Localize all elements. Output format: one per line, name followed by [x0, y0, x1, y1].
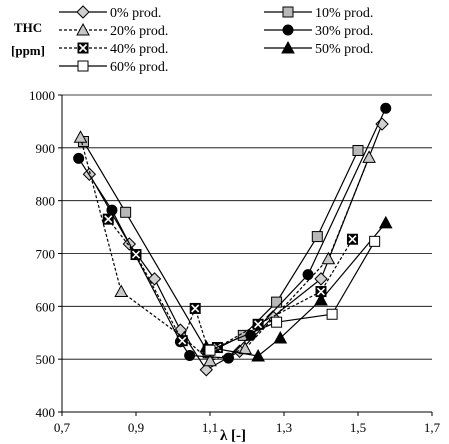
data-point: [147, 272, 162, 286]
x-tick-label: 1,3: [276, 420, 292, 435]
series-2: [73, 130, 376, 367]
data-point: [314, 272, 328, 286]
data-point: [120, 206, 132, 218]
data-point: [302, 269, 314, 281]
data-point: [130, 249, 142, 261]
legend-label: 40% prod.: [110, 42, 168, 57]
data-point: [380, 102, 392, 114]
data-point: [73, 130, 88, 143]
series-6: [204, 235, 381, 356]
legend-marker: [281, 40, 295, 54]
y-tick-label: 800: [36, 194, 56, 209]
data-point: [189, 302, 201, 314]
legend-item: 30% prod.: [264, 24, 373, 39]
data-point: [271, 316, 283, 328]
legend-marker: [76, 22, 90, 36]
series-line: [79, 137, 370, 362]
data-point: [199, 363, 214, 377]
data-point: [375, 117, 389, 131]
plot-series: [73, 102, 393, 377]
data-point: [204, 344, 216, 356]
data-point: [326, 308, 338, 320]
legend-label: 50% prod.: [315, 42, 373, 57]
data-point: [73, 152, 85, 164]
series-line: [209, 241, 376, 351]
data-point: [184, 349, 196, 361]
data-point: [311, 231, 323, 243]
x-axis-title: λ [-]: [220, 428, 246, 444]
legend-item: 0% prod.: [59, 5, 161, 21]
marker-cross: [191, 304, 200, 313]
data-point: [346, 233, 358, 245]
data-point: [314, 292, 328, 306]
legend-marker: [77, 42, 89, 54]
axes: 400 500 600 700 800 900 1000 0,7 0,9 1,1 1,3 1,5 1,7: [29, 88, 441, 435]
data-point: [378, 215, 393, 229]
series-line: [82, 141, 359, 354]
data-point: [271, 296, 283, 308]
x-tick-label: 1,5: [350, 420, 366, 435]
x-tick-label: 1,7: [424, 420, 441, 435]
y-axis-title-line1: THC: [14, 20, 42, 35]
legend-label: 0% prod.: [110, 6, 161, 21]
legend-item: 40% prod.: [59, 42, 168, 57]
data-point: [273, 330, 288, 344]
data-point: [362, 150, 376, 163]
series-3: [73, 102, 392, 364]
x-tick-label: 0,9: [128, 420, 144, 435]
marker-cross: [178, 336, 187, 345]
marker-cross: [348, 235, 357, 244]
data-point: [315, 286, 327, 298]
legend-marker: [282, 6, 294, 18]
data-point: [369, 235, 381, 247]
legend-label: 20% prod.: [110, 24, 168, 39]
legend-marker: [77, 60, 89, 72]
legend-item: 10% prod.: [264, 6, 373, 21]
data-point: [352, 144, 364, 156]
y-tick-label: 400: [36, 405, 56, 420]
series-line: [206, 222, 387, 357]
legend-item: 50% prod.: [264, 40, 373, 57]
data-point: [176, 335, 188, 347]
legend-label: 30% prod.: [315, 24, 373, 39]
data-point: [321, 251, 336, 265]
legend-label: 10% prod.: [315, 6, 373, 21]
x-tick-label: 0,7: [54, 420, 71, 435]
legend-marker: [76, 5, 90, 19]
legend-label: 60% prod.: [110, 60, 168, 75]
legend-item: 20% prod.: [59, 22, 168, 39]
y-tick-label: 700: [36, 247, 56, 262]
data-point: [102, 213, 114, 225]
y-tick-label: 1000: [29, 88, 55, 103]
data-point: [252, 318, 264, 330]
data-point: [223, 352, 234, 364]
y-axis-title-line2: [ppm]: [11, 43, 45, 58]
series-line: [88, 123, 383, 371]
legend-marker: [282, 24, 294, 36]
series-0: [82, 117, 389, 377]
x-tick-label: 1,1: [202, 420, 218, 435]
y-tick-label: 600: [36, 299, 56, 314]
marker-cross: [104, 215, 113, 224]
marker-cross: [254, 320, 263, 329]
data-point: [251, 348, 265, 362]
legend-item: 60% prod.: [59, 60, 168, 75]
y-tick-label: 500: [36, 352, 56, 367]
marker-cross: [131, 250, 141, 259]
marker-cross: [78, 43, 88, 53]
series-line: [78, 107, 387, 359]
data-point: [114, 284, 129, 298]
data-point: [203, 353, 217, 367]
gridlines: [62, 94, 432, 360]
series-5: [199, 215, 393, 362]
legend: 0% prod. 10% prod. 20% prod. 30% prod. 40% p…: [59, 5, 373, 75]
y-tick-label: 900: [36, 141, 56, 156]
marker-cross: [316, 287, 326, 296]
